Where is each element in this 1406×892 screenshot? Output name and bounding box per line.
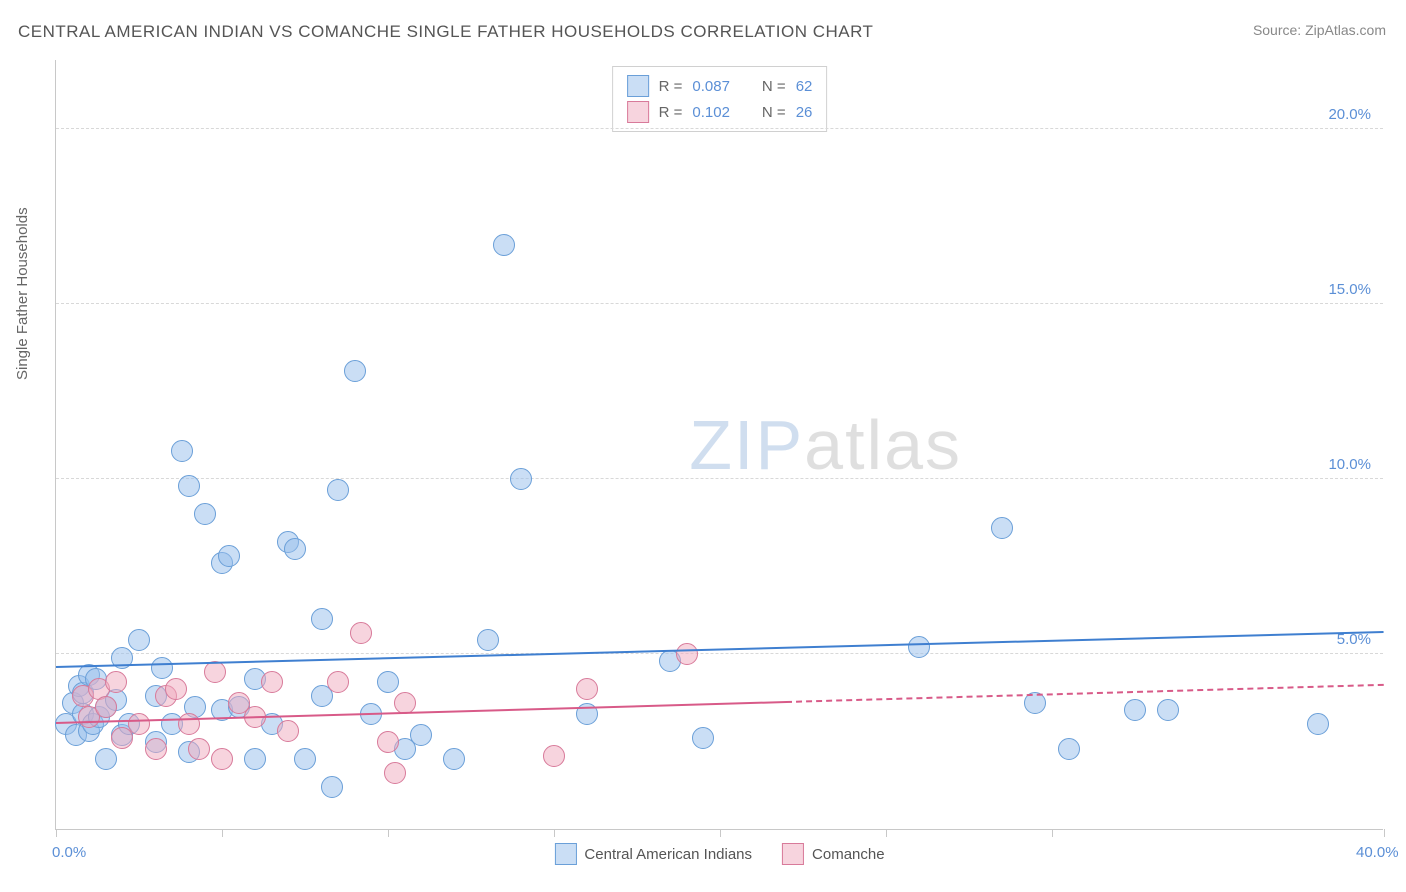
scatter-point: [178, 475, 200, 497]
scatter-point: [1124, 699, 1146, 721]
scatter-point: [321, 776, 343, 798]
r-value: 0.087: [692, 78, 730, 95]
legend-swatch: [627, 101, 649, 123]
scatter-point: [194, 503, 216, 525]
x-tick: [720, 829, 721, 837]
y-tick-label: 20.0%: [1328, 106, 1371, 123]
scatter-point: [95, 696, 117, 718]
scatter-point: [277, 720, 299, 742]
legend-series-label: Comanche: [812, 846, 885, 863]
x-tick: [886, 829, 887, 837]
plot-area: ZIPatlas R =0.087N =62R =0.102N =26 Cent…: [55, 60, 1383, 830]
x-tick: [554, 829, 555, 837]
scatter-point: [692, 727, 714, 749]
y-tick-label: 15.0%: [1328, 281, 1371, 298]
scatter-point: [244, 748, 266, 770]
r-label: R =: [659, 104, 683, 121]
legend-series: Central American Indians Comanche: [554, 843, 884, 865]
y-tick-label: 10.0%: [1328, 456, 1371, 473]
x-tick-label: 40.0%: [1356, 844, 1399, 861]
gridline: [56, 128, 1383, 129]
n-label: N =: [762, 104, 786, 121]
scatter-point: [576, 678, 598, 700]
scatter-point: [95, 748, 117, 770]
scatter-point: [410, 724, 432, 746]
x-tick: [388, 829, 389, 837]
scatter-point: [145, 738, 167, 760]
legend-stat-row: R = 0.087 N = 62: [627, 73, 813, 99]
watermark: ZIPatlas: [689, 405, 962, 485]
n-value: 26: [796, 104, 813, 121]
legend-swatch: [554, 843, 576, 865]
scatter-point: [128, 629, 150, 651]
scatter-point: [151, 657, 173, 679]
scatter-point: [991, 517, 1013, 539]
scatter-point: [327, 479, 349, 501]
scatter-point: [1157, 699, 1179, 721]
legend-series-label: Central American Indians: [584, 846, 752, 863]
scatter-point: [377, 671, 399, 693]
scatter-point: [188, 738, 210, 760]
gridline: [56, 478, 1383, 479]
x-tick: [1052, 829, 1053, 837]
scatter-point: [171, 440, 193, 462]
scatter-point: [178, 713, 200, 735]
x-tick-label: 0.0%: [52, 844, 86, 861]
n-value: 62: [796, 78, 813, 95]
gridline: [56, 303, 1383, 304]
legend-series-item: Central American Indians: [554, 843, 752, 865]
scatter-point: [105, 671, 127, 693]
scatter-point: [908, 636, 930, 658]
scatter-point: [543, 745, 565, 767]
scatter-point: [493, 234, 515, 256]
source-label: Source:: [1253, 22, 1301, 38]
x-tick: [56, 829, 57, 837]
scatter-point: [344, 360, 366, 382]
gridline: [56, 653, 1383, 654]
scatter-point: [394, 692, 416, 714]
scatter-point: [1307, 713, 1329, 735]
scatter-point: [350, 622, 372, 644]
watermark-zip: ZIP: [689, 406, 804, 484]
y-axis-label: Single Father Households: [14, 207, 31, 380]
x-tick: [1384, 829, 1385, 837]
scatter-point: [294, 748, 316, 770]
scatter-point: [510, 468, 532, 490]
x-tick: [222, 829, 223, 837]
chart-title: CENTRAL AMERICAN INDIAN VS COMANCHE SING…: [18, 22, 873, 42]
legend-stat-row: R = 0.102 N = 26: [627, 99, 813, 125]
source-attribution: Source: ZipAtlas.com: [1253, 22, 1386, 38]
n-label: N =: [762, 78, 786, 95]
source-name: ZipAtlas.com: [1305, 22, 1386, 38]
scatter-point: [128, 713, 150, 735]
scatter-point: [211, 748, 233, 770]
scatter-point: [676, 643, 698, 665]
scatter-point: [477, 629, 499, 651]
trend-line-dashed: [786, 684, 1384, 703]
scatter-point: [311, 608, 333, 630]
legend-correlation-box: R = 0.087 N = 62 R = 0.102 N = 26: [612, 66, 828, 132]
r-value: 0.102: [692, 104, 730, 121]
scatter-point: [218, 545, 240, 567]
scatter-point: [261, 671, 283, 693]
scatter-point: [327, 671, 349, 693]
legend-swatch: [627, 75, 649, 97]
watermark-atlas: atlas: [804, 406, 962, 484]
scatter-point: [1058, 738, 1080, 760]
legend-swatch: [782, 843, 804, 865]
scatter-point: [284, 538, 306, 560]
legend-series-item: Comanche: [782, 843, 885, 865]
r-label: R =: [659, 78, 683, 95]
scatter-point: [377, 731, 399, 753]
scatter-point: [165, 678, 187, 700]
trend-line: [56, 631, 1384, 668]
scatter-point: [443, 748, 465, 770]
scatter-point: [384, 762, 406, 784]
